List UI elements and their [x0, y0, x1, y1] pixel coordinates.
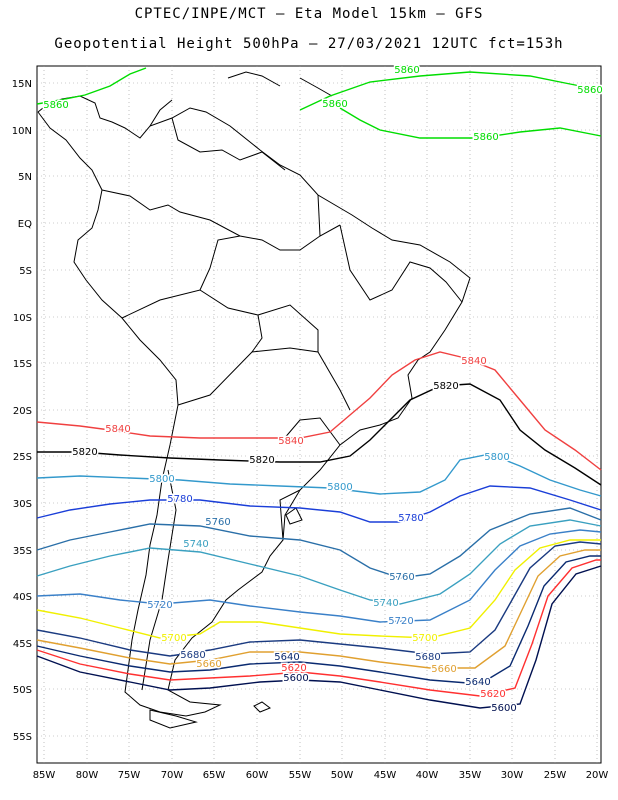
contour-label-5640: 5640	[465, 677, 490, 688]
lon-tick-label: 75W	[118, 770, 141, 781]
contour-label-5780: 5780	[167, 494, 192, 505]
contour-5620-line	[36, 559, 601, 697]
lat-tick-label: 55S	[13, 732, 32, 743]
contour-label-5860: 5860	[473, 132, 498, 143]
lat-tick-label: 20S	[13, 406, 32, 417]
contour-label-5860: 5860	[394, 65, 419, 76]
contour-label-5740: 5740	[373, 598, 398, 609]
map-title-line-2: Geopotential Height 500hPa – 27/03/2021 …	[54, 36, 564, 52]
lon-tick-label: 40W	[416, 770, 439, 781]
lat-lon-grid	[37, 66, 601, 763]
map-frame	[36, 65, 602, 764]
lat-tick-label: 35S	[13, 546, 32, 557]
lon-tick-label: 60W	[246, 770, 269, 781]
contour-5680-line	[36, 541, 602, 657]
lon-tick-label: 35W	[459, 770, 482, 781]
contour-5720-line	[36, 529, 602, 623]
contour-label-5820: 5820	[72, 447, 97, 458]
contour-5860-line	[36, 67, 147, 105]
lon-tick-label: 85W	[33, 770, 56, 781]
lat-tick-label: 40S	[13, 592, 32, 603]
lon-tick-label: 70W	[161, 770, 184, 781]
lat-tick-label: 5S	[19, 266, 32, 277]
lon-tick-label: 55W	[289, 770, 312, 781]
contour-label-5840: 5840	[461, 356, 486, 367]
lat-tick-label: 15N	[12, 79, 32, 90]
contour-label-5660: 5660	[431, 664, 456, 675]
contour-label-5720: 5720	[147, 600, 172, 611]
contour-label-5800: 5800	[327, 482, 352, 493]
contour-5700-line	[36, 539, 601, 639]
lat-tick-label: 45S	[13, 639, 32, 650]
contour-label-5720: 5720	[388, 616, 413, 627]
lon-tick-label: 45W	[374, 770, 397, 781]
contour-label-5640: 5640	[274, 652, 299, 663]
contour-label-5620: 5620	[281, 663, 306, 674]
contour-label-5840: 5840	[105, 424, 130, 435]
lon-tick-label: 50W	[331, 770, 354, 781]
contour-label-5860: 5860	[43, 100, 68, 111]
contour-label-5800: 5800	[484, 452, 509, 463]
contour-label-5600: 5600	[283, 673, 308, 684]
contour-label-5660: 5660	[196, 659, 221, 670]
lon-tick-label: 80W	[76, 770, 99, 781]
contour-label-5620: 5620	[480, 689, 505, 700]
lat-tick-label: 25S	[13, 452, 32, 463]
lat-tick-label: 15S	[13, 359, 32, 370]
lat-tick-label: 10S	[13, 313, 32, 324]
contour-5600-line	[36, 565, 602, 709]
contour-5820-line	[37, 383, 602, 486]
contour-label-5760: 5760	[205, 517, 230, 528]
contour-5640-line	[36, 555, 601, 685]
lon-tick-label: 65W	[203, 770, 226, 781]
contour-5860-line	[339, 107, 602, 139]
contour-label-5780: 5780	[398, 513, 423, 524]
contour-label-5740: 5740	[183, 539, 208, 550]
coastline	[37, 71, 471, 729]
height-contours	[36, 67, 602, 709]
contour-label-5680: 5680	[180, 650, 205, 661]
contour-label-5700: 5700	[161, 633, 186, 644]
contour-5800-line	[36, 453, 602, 497]
contour-5760-line	[36, 507, 602, 579]
map-title-line-1: CPTEC/INPE/MCT – Eta Model 15km – GFS	[134, 6, 484, 22]
contour-label-5820: 5820	[433, 381, 458, 392]
contour-label-5800: 5800	[149, 474, 174, 485]
contour-label-5600: 5600	[491, 703, 516, 714]
lat-tick-label: 10N	[12, 126, 32, 137]
contour-label-5860: 5860	[322, 99, 347, 110]
lon-tick-label: 20W	[586, 770, 609, 781]
lat-tick-label: 30S	[13, 499, 32, 510]
lat-tick-label: 5N	[18, 172, 32, 183]
contour-5740-line	[36, 519, 602, 605]
contour-5840-line	[36, 351, 602, 471]
lon-tick-label: 25W	[544, 770, 567, 781]
contour-label-5840: 5840	[278, 436, 303, 447]
lat-tick-label: EQ	[18, 219, 32, 230]
contour-label-5760: 5760	[389, 572, 414, 583]
lat-tick-label: 50S	[13, 685, 32, 696]
lon-tick-label: 30W	[501, 770, 524, 781]
contour-5860-line	[299, 71, 602, 111]
contour-label-5680: 5680	[415, 652, 440, 663]
contour-5660-line	[36, 549, 601, 669]
contour-label-5860: 5860	[577, 85, 602, 96]
contour-label-5700: 5700	[412, 633, 437, 644]
contour-5780-line	[36, 485, 602, 523]
contour-label-5820: 5820	[249, 455, 274, 466]
